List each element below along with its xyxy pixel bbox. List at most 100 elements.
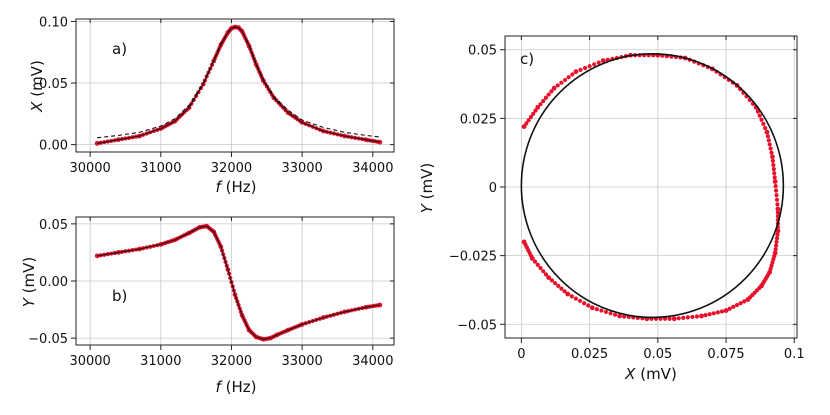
data-point <box>612 312 618 317</box>
y-tick-label: 0.00 <box>39 275 68 290</box>
data-point <box>742 299 747 304</box>
data-point <box>589 305 595 311</box>
data-point <box>681 315 686 320</box>
x-tick-label: 32000 <box>211 354 252 369</box>
data-point <box>734 302 740 308</box>
data-point <box>543 95 549 100</box>
panel-label: a) <box>112 40 127 58</box>
data-point <box>600 58 606 64</box>
data-point <box>555 83 560 88</box>
data-point <box>767 142 772 147</box>
data-point <box>764 129 770 135</box>
data-point <box>596 60 601 65</box>
data-point <box>582 65 588 71</box>
data-point <box>662 316 668 321</box>
panel-c-plot: 0 0.025 0.05 0.075 0.1 −0.05 −0.025 0 0.025 0.05 c… <box>418 35 805 383</box>
data-point <box>587 64 592 69</box>
data-point <box>773 188 779 193</box>
data-point <box>774 197 780 202</box>
data-point <box>594 307 599 312</box>
data-point <box>707 312 712 317</box>
data-point <box>690 314 695 320</box>
data-point <box>535 262 540 267</box>
data-series <box>94 223 383 342</box>
data-point <box>578 67 583 72</box>
x-tick-label: 0.1 <box>784 347 805 362</box>
y-tick-label: 0.05 <box>39 218 68 233</box>
data-point <box>599 308 604 313</box>
data-point <box>738 301 743 306</box>
data-point <box>773 247 778 252</box>
data-point <box>770 154 775 160</box>
data-point <box>562 289 567 294</box>
plot-area <box>94 223 383 342</box>
y-tick-label: 0.05 <box>39 77 68 92</box>
panel-label: c) <box>520 50 534 68</box>
data-point <box>667 316 672 321</box>
x-tick-label: 0.05 <box>643 347 672 362</box>
data-point <box>766 138 771 143</box>
data-point <box>759 117 764 122</box>
data-point <box>671 316 677 322</box>
data-point <box>559 80 564 85</box>
y-axis-label: X (mV) <box>28 60 46 113</box>
data-point <box>772 253 777 259</box>
data-point <box>765 134 770 139</box>
data-point <box>772 179 778 184</box>
data-point <box>771 162 776 168</box>
data-point <box>533 108 538 113</box>
data-point <box>521 239 527 245</box>
data-point <box>582 301 587 306</box>
data-point <box>617 313 623 319</box>
data-point <box>757 113 762 118</box>
data-point <box>774 193 779 198</box>
data-point <box>535 104 541 110</box>
data-point <box>772 175 777 180</box>
x-axis-label: X (mV) <box>624 365 677 383</box>
fit-curve <box>97 225 380 340</box>
y-tick-label: 0.025 <box>460 112 497 127</box>
data-point <box>556 283 561 288</box>
data-point <box>622 314 627 319</box>
data-point <box>763 125 768 131</box>
data-point <box>559 286 564 291</box>
x-tick-label: 31000 <box>140 161 181 176</box>
fit-curve <box>97 26 380 144</box>
y-tick-label: 0 <box>489 181 497 196</box>
data-point <box>694 314 700 319</box>
data-point <box>538 102 543 107</box>
data-point <box>541 98 546 104</box>
data-point <box>703 313 708 318</box>
y-tick-label: 0.10 <box>39 15 68 30</box>
data-point <box>775 228 781 234</box>
data-point <box>711 311 716 316</box>
data-point <box>723 308 729 313</box>
data-point <box>771 257 776 262</box>
x-tick-label: 0.075 <box>707 347 744 362</box>
panel-a-plot: 30000 31000 32000 33000 34000 0.00 0.05 0.10 a) f… <box>28 15 395 196</box>
data-point <box>755 109 760 114</box>
x-tick-label: 33000 <box>281 161 322 176</box>
x-tick-label: 0 <box>517 347 525 362</box>
data-point <box>569 294 574 299</box>
y-tick-label: 0.00 <box>39 139 68 154</box>
axes-frame <box>504 35 798 339</box>
grid <box>76 19 394 152</box>
plot-area <box>94 24 383 146</box>
data-point <box>769 263 774 268</box>
data-point <box>772 171 777 176</box>
y-tick-label: 0.05 <box>468 44 497 59</box>
data-point <box>528 114 534 120</box>
data-point <box>771 167 776 172</box>
data-point <box>775 202 780 207</box>
data-point <box>770 158 775 164</box>
data-point <box>731 304 736 309</box>
data-point <box>573 69 579 75</box>
data-point <box>745 297 751 302</box>
data-point <box>573 296 579 301</box>
data-point <box>676 316 681 321</box>
data-point <box>773 243 779 248</box>
data-point <box>719 309 725 314</box>
data-point <box>541 269 546 274</box>
grid <box>76 217 394 345</box>
